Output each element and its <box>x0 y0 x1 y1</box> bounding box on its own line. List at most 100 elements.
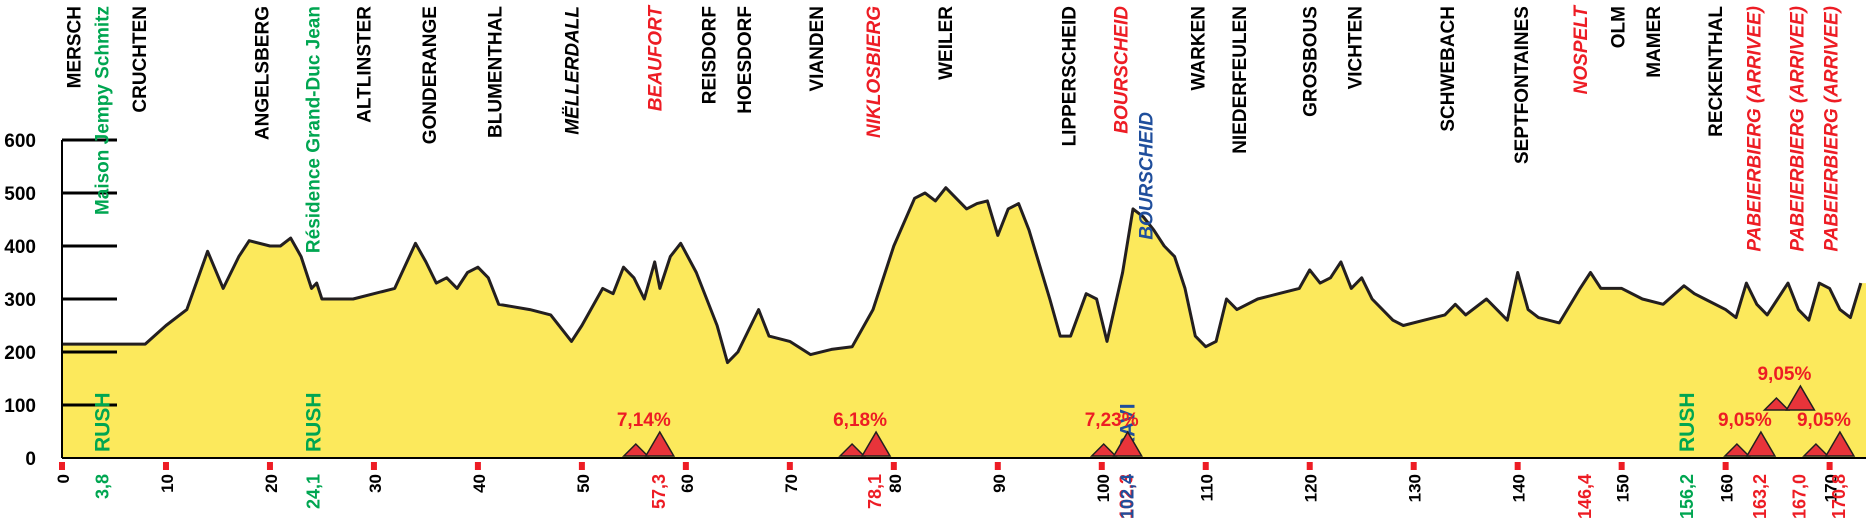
place-name: PABEIERBIERG (ARRIVEE) <box>1787 6 1808 252</box>
x-tick-label: 0 <box>54 474 73 483</box>
x-tick-label: 130 <box>1406 474 1425 502</box>
place-name: NIEDERFEULEN <box>1230 6 1251 154</box>
climb-icon-small <box>1762 396 1791 411</box>
x-tick-label: 40 <box>470 474 489 493</box>
climb-gradient: 6,18% <box>833 410 887 431</box>
x-tick-mark <box>162 462 169 470</box>
climb-icon-small <box>1723 442 1751 457</box>
place-name: PABEIERBIERG (ARRIVEE) <box>1745 6 1766 252</box>
x-tick-label: 90 <box>990 474 1009 493</box>
x-tick-label: 20 <box>262 474 281 493</box>
place-name: CRUCHTEN <box>130 6 151 113</box>
km-mark-label: 167,0 <box>1789 474 1809 519</box>
x-tick-mark <box>1514 462 1521 470</box>
elevation-line <box>62 186 1863 365</box>
x-tick-label: 80 <box>886 474 905 493</box>
climb-gradient: 7,23% <box>1085 410 1139 431</box>
sprint-label: RUSH <box>303 392 326 452</box>
place-name: WEILER <box>936 6 957 80</box>
x-tick-mark <box>890 462 897 470</box>
place-name: PABEIERBIERG (ARRIVEE) <box>1822 6 1843 252</box>
place-name: MAMER <box>1644 6 1665 78</box>
place-name: NOSPELT <box>1571 5 1592 95</box>
x-tick-label: 50 <box>574 474 593 493</box>
x-tick-mark <box>1618 462 1625 470</box>
place-name: Résidence Grand-Duc Jean <box>304 6 325 253</box>
place-name: RECKENTHAL <box>1706 6 1727 137</box>
place-name: WARKEN <box>1188 6 1209 90</box>
x-tick-label: 10 <box>158 474 177 493</box>
km-mark-label: 3,8 <box>93 474 113 499</box>
climb-icon <box>860 430 892 457</box>
place-name: LIPPERSCHEID <box>1059 6 1080 146</box>
x-tick-mark <box>370 462 377 470</box>
y-tick-label: 500 <box>4 184 36 205</box>
climb-icon-small <box>1802 442 1830 457</box>
place-name: Maison Jempy Schmitz <box>93 6 114 215</box>
y-tick-label: 600 <box>4 131 36 152</box>
sprint-label: RUSH <box>1676 392 1699 452</box>
sprint-label: RUSH <box>92 392 115 452</box>
km-mark-label: 57,3 <box>649 474 669 509</box>
km-mark-label: 156,2 <box>1677 474 1697 519</box>
x-tick-mark <box>266 462 273 470</box>
x-tick-mark <box>1306 462 1313 470</box>
x-tick-label: 60 <box>678 474 697 493</box>
x-tick-mark <box>474 462 481 470</box>
y-tick-label: 200 <box>4 343 36 364</box>
climb-icon <box>1785 384 1816 411</box>
climb-icon-small <box>1089 442 1118 457</box>
x-tick-label: 110 <box>1198 474 1217 501</box>
place-name: OLM <box>1608 6 1629 48</box>
place-name: SEPTFONTAINES <box>1512 6 1533 164</box>
place-name: HOESDORF <box>735 6 756 114</box>
x-tick-label: 100 <box>1094 474 1113 502</box>
climb-icon <box>644 430 676 457</box>
climb-icon <box>1745 430 1777 457</box>
place-name: ALTLINSTER <box>355 6 376 123</box>
place-name: REISDORF <box>700 6 721 104</box>
elevation-area <box>62 187 1866 458</box>
place-name: NIKLOSBIERG <box>864 6 885 138</box>
place-name: MERSCH <box>64 6 85 88</box>
climb-gradient: 9,05% <box>1718 410 1772 431</box>
y-tick-label: 100 <box>4 396 36 417</box>
x-tick-mark <box>994 462 1001 470</box>
climb-gradient: 9,05% <box>1757 364 1811 385</box>
place-name: SCHWEBACH <box>1438 6 1459 132</box>
climb-icon <box>1824 430 1856 457</box>
x-tick-mark <box>578 462 585 470</box>
climb-gradient: 7,14% <box>617 410 671 431</box>
x-tick-label: 170 <box>1822 474 1841 502</box>
climb-gradient: 9,05% <box>1797 410 1851 431</box>
x-tick-mark <box>786 462 793 470</box>
km-mark-label: 146,4 <box>1575 474 1595 519</box>
y-tick-label: 400 <box>4 237 36 258</box>
x-tick-mark <box>59 462 65 470</box>
x-tick-label: 160 <box>1718 474 1737 502</box>
km-mark-label: 163,2 <box>1750 474 1770 519</box>
place-name: VICHTEN <box>1345 6 1366 89</box>
x-tick-label: 120 <box>1302 474 1321 502</box>
x-tick-mark <box>1410 462 1417 470</box>
x-tick-label: 70 <box>782 474 801 493</box>
km-mark-label: 78,1 <box>865 474 885 509</box>
place-name: ANGELSBERG <box>253 6 274 140</box>
y-tick-label: 300 <box>4 290 36 311</box>
place-name: VIANDEN <box>807 6 828 92</box>
place-name: GROSBOUS <box>1301 6 1322 117</box>
x-tick-label: 140 <box>1510 474 1529 502</box>
place-name: BOURSCHEID <box>1136 112 1157 240</box>
x-tick-mark <box>1826 462 1833 470</box>
km-mark-label: 102,4 <box>1118 474 1138 519</box>
place-name: MËLLERDALL <box>562 6 583 135</box>
place-name: GONDERANGE <box>420 6 441 144</box>
km-mark-label: 24,1 <box>304 474 324 509</box>
km-mark-label: 170,8 <box>1829 474 1849 519</box>
km-mark-label: 102,3 <box>1117 474 1137 519</box>
x-tick-label: 30 <box>366 474 385 493</box>
y-tick-label: 0 <box>25 449 36 470</box>
x-tick-mark <box>1722 462 1729 470</box>
